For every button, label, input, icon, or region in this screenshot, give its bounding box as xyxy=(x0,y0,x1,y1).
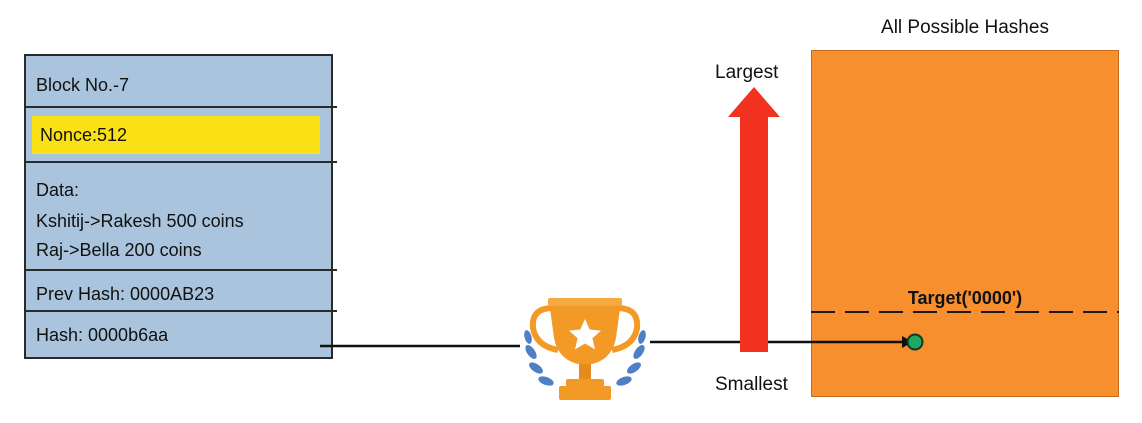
data-label: Data: xyxy=(36,180,80,200)
nonce-row: Nonce:512 xyxy=(26,108,331,163)
block-hash: Hash: 0000b6aa xyxy=(36,325,169,345)
prev-hash: Prev Hash: 0000AB23 xyxy=(36,284,215,304)
row-divider xyxy=(24,161,337,163)
prev-hash-row: Prev Hash: 0000AB23 xyxy=(26,271,331,312)
row-divider xyxy=(24,310,337,312)
nonce-highlight xyxy=(32,116,320,154)
nonce-value: Nonce:512 xyxy=(40,125,128,145)
hash-point-marker xyxy=(906,333,924,351)
block-number-row: Block No.-7 xyxy=(26,56,331,108)
magnitude-arrow xyxy=(728,87,780,352)
target-label: Target('0000') xyxy=(907,288,1023,308)
block-number: Block No.-7 xyxy=(36,75,130,95)
laurel-icon xyxy=(524,330,646,386)
trophy-icon xyxy=(524,298,646,400)
row-divider xyxy=(24,106,337,108)
smallest-label: Smallest xyxy=(715,374,788,395)
star-icon xyxy=(569,319,601,350)
data-row: Data: Kshitij->Rakesh 500 coins Raj->Bel… xyxy=(26,163,331,271)
data-line-1: Kshitij->Rakesh 500 coins xyxy=(36,211,244,231)
data-line-2: Raj->Bella 200 coins xyxy=(36,240,202,260)
largest-label: Largest xyxy=(715,62,779,83)
block-card: Block No.-7 Nonce:512 Data: Kshitij->Rak… xyxy=(24,54,337,359)
hash-row: Hash: 0000b6aa xyxy=(26,312,331,357)
hash-space-panel xyxy=(811,50,1119,397)
hash-space-title: All Possible Hashes xyxy=(881,17,1049,38)
row-divider xyxy=(24,269,337,271)
